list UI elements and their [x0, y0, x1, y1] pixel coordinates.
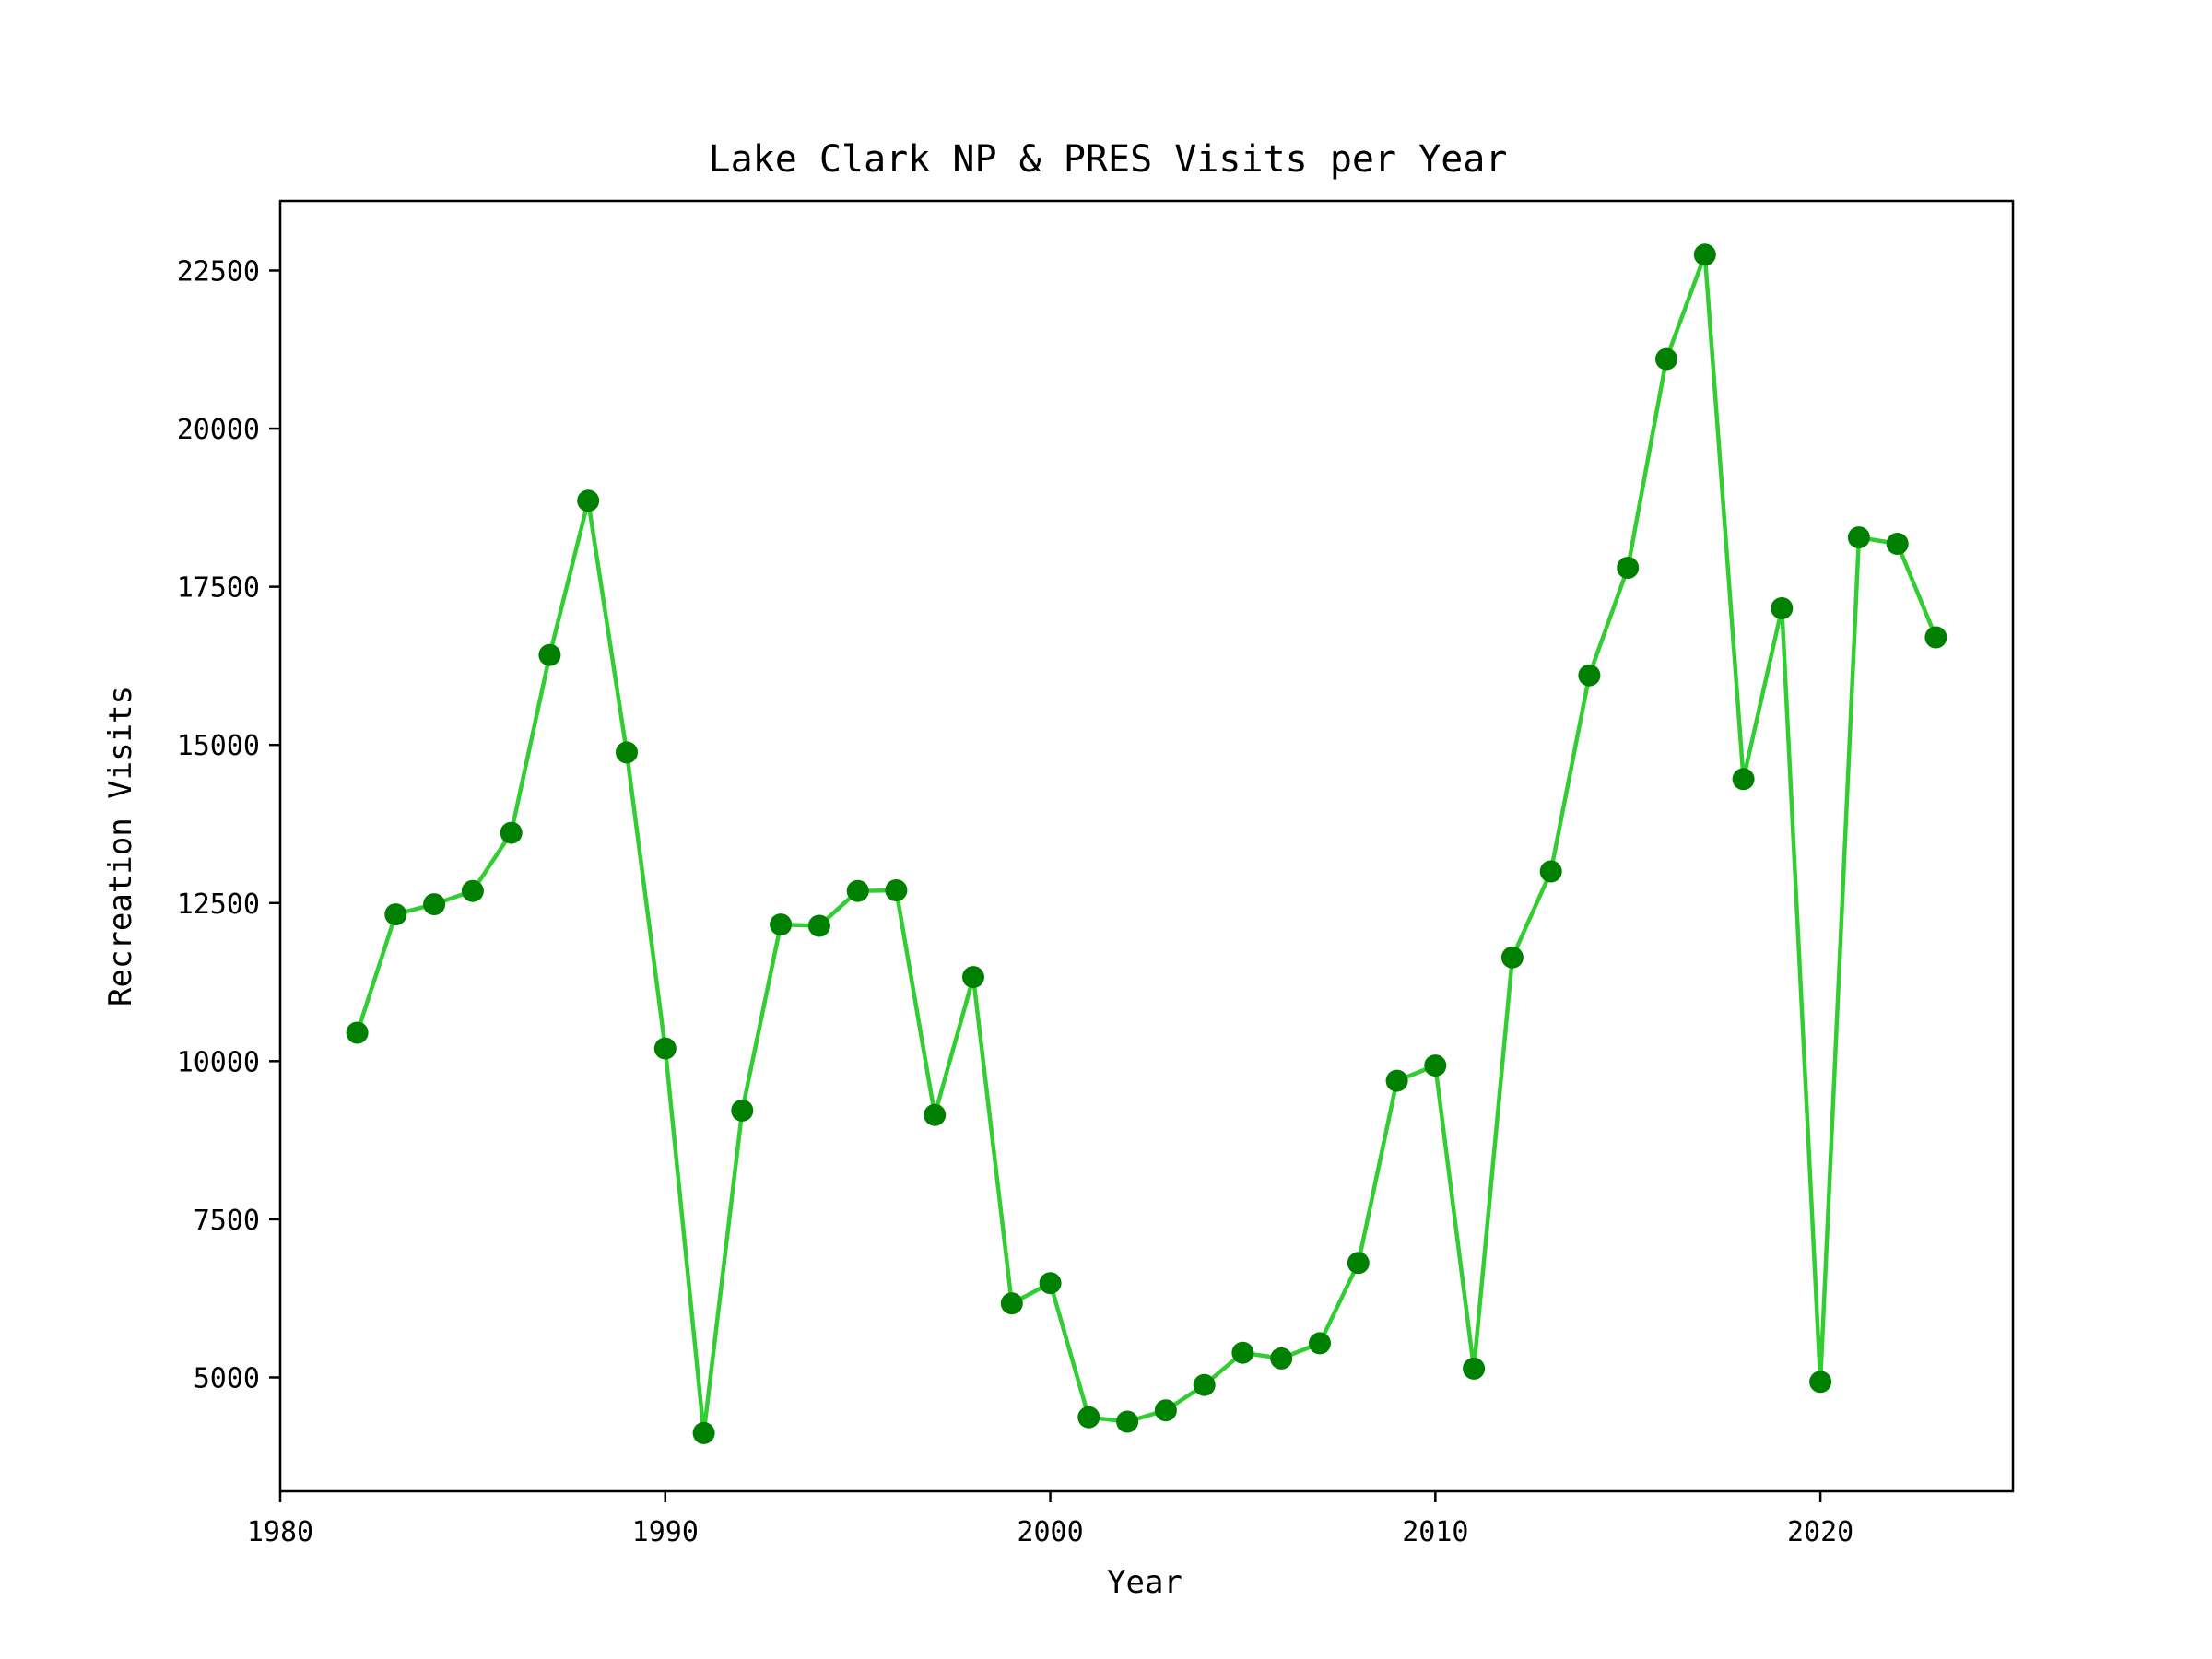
data-point-1994 [807, 914, 830, 937]
x-axis: 1980 1990 2000 2010 2020 [247, 1491, 1853, 1548]
data-point-2007 [1309, 1332, 1331, 1355]
data-point-2011 [1463, 1357, 1486, 1380]
data-point-2009 [1385, 1069, 1408, 1092]
data-point-2002 [1116, 1410, 1139, 1433]
data-point-1999 [1000, 1292, 1023, 1315]
data-point-1998 [962, 966, 984, 989]
data-point-2000 [1039, 1272, 1062, 1295]
x-tick-label: 2010 [1402, 1516, 1468, 1548]
y-tick-label: 22500 [177, 255, 260, 288]
data-point-1982 [346, 1021, 369, 1044]
data-point-2003 [1154, 1399, 1177, 1422]
chart-title: Lake Clark NP & PRES Visits per Year [709, 138, 1508, 181]
data-point-2015 [1617, 557, 1640, 579]
x-axis-label: Year [1107, 1564, 1182, 1601]
data-point-1996 [885, 879, 908, 901]
data-point-2019 [1771, 597, 1794, 619]
y-tick-label: 7500 [194, 1205, 260, 1237]
y-axis-label: Recreation Visits [102, 686, 139, 1006]
series-line [355, 253, 1938, 1436]
plot-area [346, 243, 1947, 1444]
data-point-1987 [538, 643, 561, 666]
y-tick-label: 12500 [177, 888, 260, 921]
data-point-2006 [1270, 1347, 1293, 1370]
data-point-1986 [500, 821, 523, 844]
data-point-1990 [653, 1037, 677, 1060]
data-point-2001 [1077, 1406, 1100, 1429]
data-point-2022 [1886, 533, 1909, 555]
data-point-1989 [616, 741, 638, 764]
data-point-2016 [1655, 347, 1677, 371]
x-tick-label: 2000 [1017, 1516, 1083, 1548]
data-point-2017 [1693, 243, 1716, 266]
data-point-2013 [1539, 860, 1562, 883]
data-point-2014 [1578, 664, 1601, 687]
x-tick-label: 1980 [247, 1516, 313, 1548]
data-point-2004 [1193, 1373, 1216, 1396]
y-axis: 5000 7500 10000 12500 15000 17500 20000 22500 [177, 255, 280, 1394]
plot-frame [278, 199, 2015, 1493]
data-point-1984 [423, 893, 446, 916]
data-point-1983 [384, 903, 407, 926]
data-point-2023 [1924, 626, 1947, 649]
y-tick-label: 5000 [194, 1362, 260, 1394]
data-point-1991 [692, 1421, 715, 1444]
data-point-2018 [1732, 768, 1755, 791]
data-point-1997 [924, 1103, 947, 1126]
data-point-2012 [1500, 946, 1524, 969]
x-tick-label: 1990 [632, 1516, 699, 1548]
y-tick-label: 20000 [177, 414, 260, 446]
data-point-1988 [577, 489, 600, 512]
data-point-1995 [846, 879, 869, 902]
data-point-2005 [1231, 1341, 1254, 1364]
y-tick-label: 15000 [177, 730, 260, 762]
data-point-2020 [1809, 1371, 1832, 1394]
y-tick-label: 17500 [177, 572, 260, 605]
data-point-1993 [770, 913, 793, 936]
data-point-1992 [731, 1099, 754, 1122]
data-point-2021 [1847, 526, 1870, 549]
x-tick-label: 2020 [1787, 1516, 1853, 1548]
data-point-2008 [1347, 1252, 1370, 1275]
y-tick-label: 10000 [177, 1046, 260, 1078]
data-point-2010 [1424, 1054, 1447, 1077]
data-point-1985 [461, 879, 484, 902]
